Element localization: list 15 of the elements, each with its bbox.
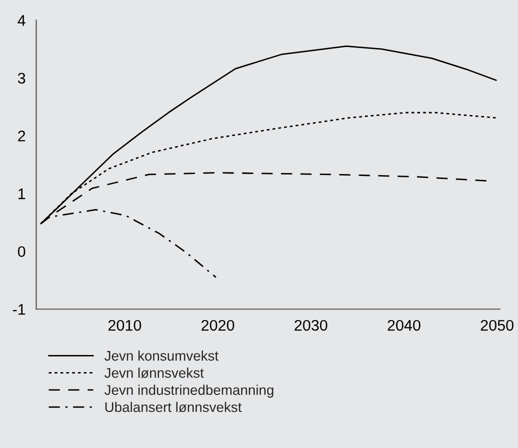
legend-label: Jevn lønnsvekst — [104, 368, 204, 378]
y-tick-label: -1 — [12, 304, 26, 315]
legend-label: Jevn konsumvekst — [104, 350, 218, 361]
x-tick-label: 2010 — [108, 320, 142, 331]
y-tick-label: 4 — [18, 15, 26, 26]
x-tick-label: 2050 — [480, 320, 514, 331]
legend-label: Ubalansert lønnsvekst — [105, 402, 242, 412]
y-tick-label: 0 — [18, 246, 26, 258]
y-tick-label: 3 — [18, 72, 26, 84]
x-tick-label: 2040 — [388, 320, 420, 331]
y-tick-label: 2 — [18, 130, 26, 142]
x-tick-label: 2030 — [294, 320, 328, 331]
x-tick-label: 2020 — [202, 320, 234, 331]
y-tick-label: 1 — [18, 188, 26, 200]
legend-label: Jevn industrinedbemanning — [104, 384, 274, 398]
